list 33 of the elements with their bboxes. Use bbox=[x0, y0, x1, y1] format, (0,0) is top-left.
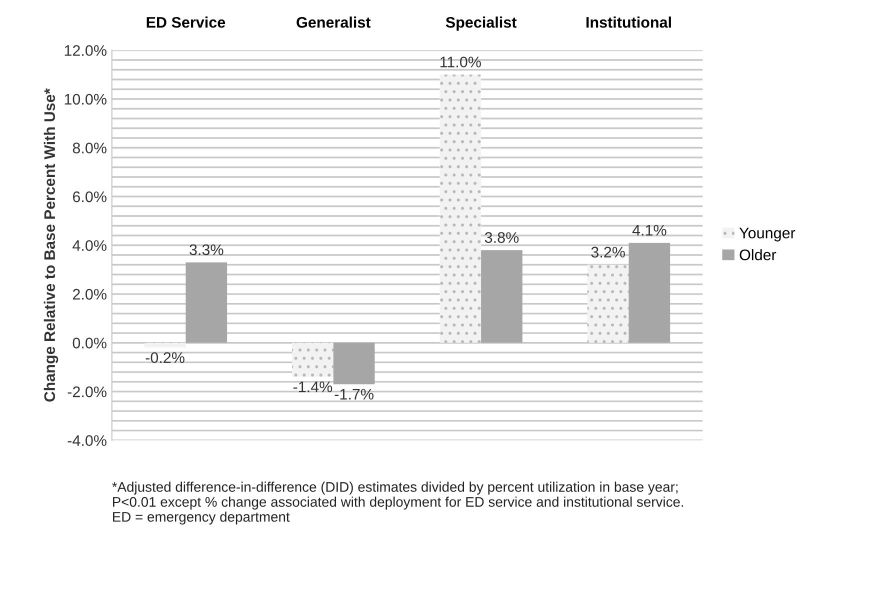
bar bbox=[144, 342, 186, 348]
legend-label: Older bbox=[740, 249, 776, 260]
y-tick-label: 10.0% bbox=[64, 94, 106, 105]
y-tick-label: -4.0% bbox=[68, 435, 106, 446]
bar bbox=[587, 264, 629, 343]
y-tick-label: 6.0% bbox=[72, 191, 106, 202]
data-label: 3.8% bbox=[484, 232, 519, 243]
legend-label: Younger bbox=[739, 228, 796, 242]
text: *Adjusted difference-in-difference (DID) estimates divided by percent utilization in base year; P<0.01 except % change associated with deployment for ED service and institutional service. ED = emergency department bbox=[112, 482, 684, 525]
data-label: -1.7% bbox=[334, 388, 374, 400]
data-label: 11.0% bbox=[440, 56, 481, 68]
data-label: 4.1% bbox=[632, 224, 666, 236]
x-tick-label: ED Service bbox=[146, 16, 226, 28]
x-tick-label: Institutional bbox=[586, 16, 671, 28]
y-tick-label: 4.0% bbox=[72, 240, 106, 251]
y-tick-label: 12.0% bbox=[64, 45, 106, 56]
bar bbox=[481, 250, 522, 343]
y-tick-label: 2.0% bbox=[72, 288, 106, 300]
y-tick-label: 8.0% bbox=[72, 142, 106, 154]
data-label: -1.4% bbox=[293, 382, 332, 392]
bar bbox=[333, 342, 375, 384]
y-axis-title: Change Relative to Base Percent With Use* bbox=[44, 88, 58, 402]
y-tick-label: -2.0% bbox=[68, 386, 106, 398]
data-label: -0.2% bbox=[146, 352, 184, 364]
bar bbox=[186, 262, 228, 343]
x-tick-label: Generalist bbox=[296, 16, 371, 28]
x-tick-label: Specialist bbox=[446, 16, 517, 31]
data-label: 3.2% bbox=[591, 246, 625, 258]
bar bbox=[292, 342, 334, 377]
bar bbox=[628, 242, 670, 343]
bar bbox=[440, 74, 482, 343]
data-label: 3.3% bbox=[190, 244, 224, 256]
y-tick-label: 0.0% bbox=[72, 338, 106, 348]
